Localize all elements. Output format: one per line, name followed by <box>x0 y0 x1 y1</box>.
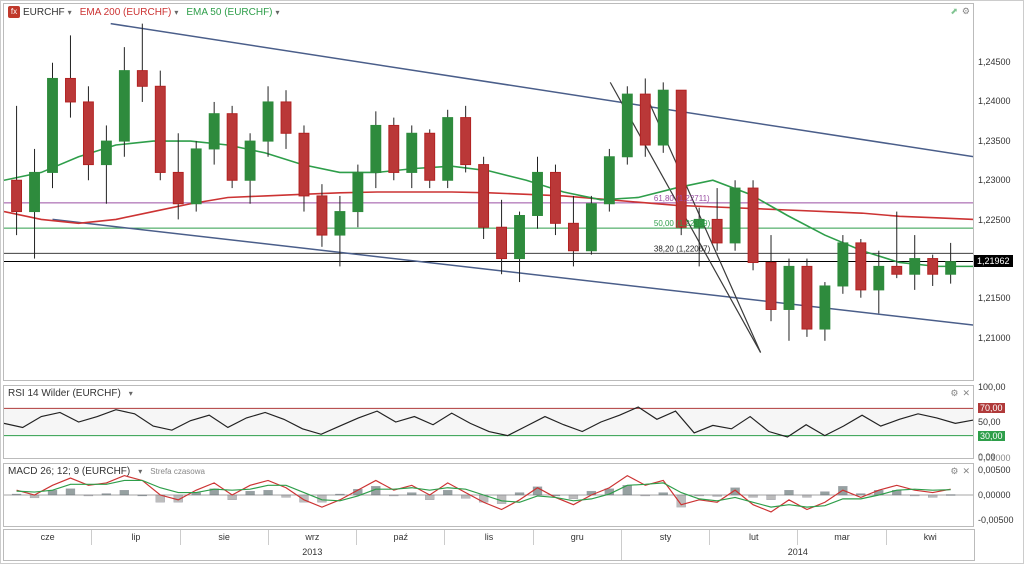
month-cell: wrz <box>269 530 357 545</box>
svg-text:38,20 (1,22067): 38,20 (1,22067) <box>654 244 711 253</box>
rsi-chart <box>4 386 974 458</box>
year-cell: 2014 <box>622 545 974 560</box>
month-cell: kwi <box>887 530 974 545</box>
macd-ytick: 0,00000 <box>978 490 1011 500</box>
price-ytick: 1,24000 <box>978 96 1011 106</box>
month-cell: gru <box>534 530 622 545</box>
price-ytick: 1,22500 <box>978 215 1011 225</box>
rsi-ytick: 100,00 <box>978 382 1006 392</box>
month-cell: sty <box>622 530 710 545</box>
month-cell: cze <box>4 530 92 545</box>
time-axis: czelipsiewrzpaźlisgrustylutmarkwi 201320… <box>3 529 975 561</box>
month-cell: paź <box>357 530 445 545</box>
macd-yaxis: 0,01000 0,005000,00000-0,00500 <box>973 463 1021 527</box>
macd-ytick: 0,00500 <box>978 465 1011 475</box>
svg-text:50,00 (1,22389): 50,00 (1,22389) <box>654 219 711 228</box>
chart-frame: fx EURCHF ▾ EMA 200 (EURCHF) ▾ EMA 50 (E… <box>0 0 1024 564</box>
month-cell: lip <box>92 530 180 545</box>
svg-text:61,80 (1,22711): 61,80 (1,22711) <box>654 194 710 203</box>
month-cell: mar <box>798 530 886 545</box>
rsi-pane[interactable]: RSI 14 Wilder (EURCHF) ▾ ⚙ ✕ <box>3 385 975 459</box>
price-chart: 61,80 (1,22711) 50,00 (1,22389) 38,20 (1,2… <box>4 4 974 380</box>
rsi-ytick: 30,00 <box>978 431 1005 441</box>
rsi-ytick: 70,00 <box>978 403 1005 413</box>
price-yaxis: 1,245001,240001,235001,230001,225001,220… <box>973 3 1021 381</box>
price-ytick: 1,23500 <box>978 136 1011 146</box>
price-ytick: 1,21000 <box>978 333 1011 343</box>
macd-ytick: -0,00500 <box>978 515 1014 525</box>
year-cell: 2013 <box>4 545 622 560</box>
macd-ylabel-extra: 0,01000 <box>978 453 1011 463</box>
month-cell: lut <box>710 530 798 545</box>
price-ytick: 1,24500 <box>978 57 1011 67</box>
month-cell: lis <box>445 530 533 545</box>
rsi-ytick: 50,00 <box>978 417 1001 427</box>
price-pane[interactable]: fx EURCHF ▾ EMA 200 (EURCHF) ▾ EMA 50 (E… <box>3 3 975 381</box>
month-cell: sie <box>181 530 269 545</box>
rsi-yaxis: 100,0070,0050,0030,000,00 <box>973 385 1021 459</box>
macd-pane[interactable]: MACD 26; 12; 9 (EURCHF) ▾ Strefa czasowa… <box>3 463 975 527</box>
current-price-badge: 1,21962 <box>974 255 1013 267</box>
price-ytick: 1,21500 <box>978 293 1011 303</box>
price-ytick: 1,23000 <box>978 175 1011 185</box>
macd-chart <box>4 464 974 526</box>
